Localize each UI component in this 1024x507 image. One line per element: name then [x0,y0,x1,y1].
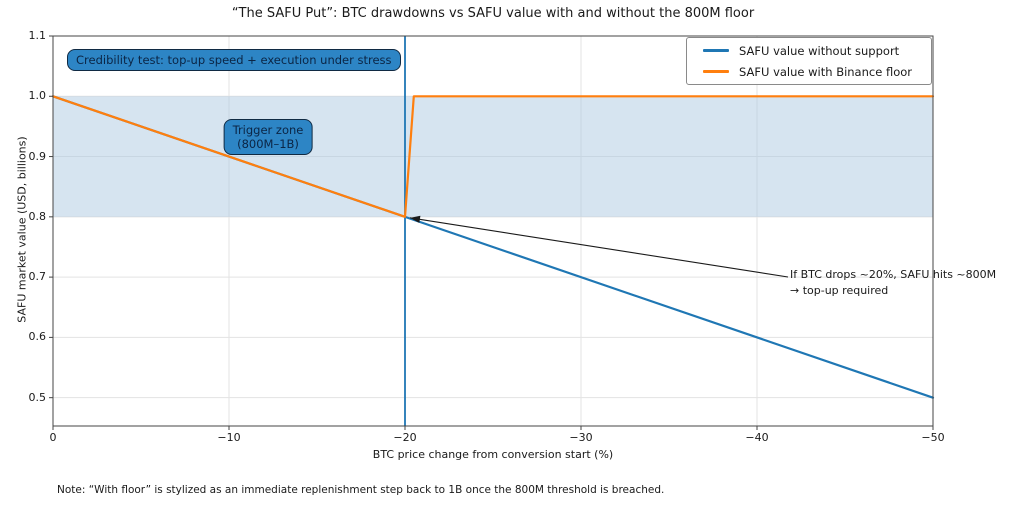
y-tick-label: 0.7 [28,270,47,284]
credibility-annotation: Credibility test: top-up speed + executi… [67,49,401,71]
y-tick-label: 0.6 [28,330,47,344]
y-tick-label: 1.1 [28,29,47,42]
trigger-zone-line2: (800M–1B) [237,137,299,151]
legend-label-with-floor: SAFU value with Binance floor [739,64,912,79]
x-axis-label: BTC price change from conversion start (… [372,448,614,461]
breach-annotation-line1: If BTC drops ~20%, SAFU hits ~800M [790,268,997,281]
x-tick-label: 0 [49,431,57,444]
footnote: Note: “With floor” is stylized as an imm… [57,484,665,496]
x-tick-label: −10 [217,431,241,444]
chart-title: “The SAFU Put”: BTC drawdowns vs SAFU va… [231,6,755,21]
legend-item-with-floor: SAFU value with Binance floor [687,63,931,81]
x-tick-label: −30 [569,431,593,444]
y-tick-label: 0.5 [28,390,47,404]
x-tick-label: −50 [921,431,945,444]
trigger-zone-line1: Trigger zone [232,123,304,137]
y-tick-label: 1.0 [28,89,47,103]
x-tick-label: −40 [745,431,769,444]
breach-annotation-line2: → top-up required [790,284,889,297]
blue-line-swatch [703,49,729,52]
legend-item-without-support: SAFU value without support [687,42,931,60]
legend: SAFU value without support SAFU value wi… [686,37,932,85]
x-tick-label: −20 [393,431,417,444]
legend-label-without-support: SAFU value without support [739,43,900,58]
orange-line-swatch [703,70,729,73]
breach-annotation: If BTC drops ~20%, SAFU hits ~800M → top… [790,267,996,299]
y-tick-label: 0.8 [28,209,47,223]
trigger-zone-annotation: Trigger zone (800M–1B) [223,119,313,155]
y-tick-label: 0.9 [28,149,47,163]
